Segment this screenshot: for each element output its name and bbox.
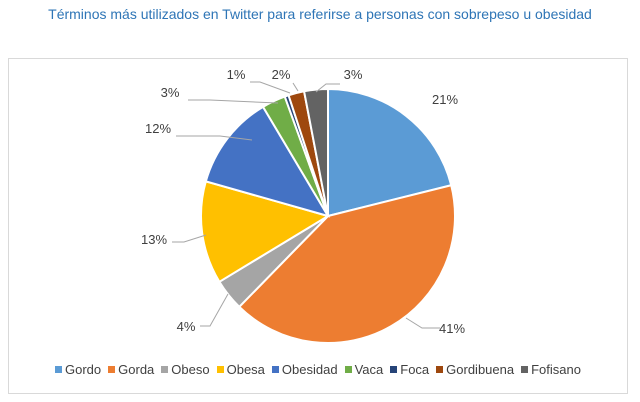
legend-swatch bbox=[108, 366, 116, 373]
legend-label: Vaca bbox=[354, 362, 384, 377]
data-label-fofisano: 2% bbox=[272, 67, 291, 82]
chart-legend: Gordo Gorda Obeso Obesa Obesidad Vaca Foca Gord… bbox=[8, 362, 628, 377]
chart-title: Términos más utilizados en Twitter para … bbox=[48, 6, 592, 22]
data-label-obesidad: 12% bbox=[145, 121, 171, 136]
legend-label: Foca bbox=[400, 362, 430, 377]
legend-label: Gordo bbox=[65, 362, 102, 377]
leader-line-extra bbox=[315, 83, 340, 93]
legend-item-vaca: Vaca bbox=[344, 362, 384, 377]
data-label-obesa: 13% bbox=[141, 232, 167, 247]
legend-item-fofisano: Fofisano bbox=[521, 362, 581, 377]
leader-line-gordibuena bbox=[250, 81, 291, 94]
leader-line-vaca bbox=[188, 99, 279, 104]
pie-slice-obesa bbox=[200, 180, 331, 284]
legend-item-obesa: Obesa bbox=[216, 362, 265, 377]
legend-item-foca: Foca bbox=[390, 362, 429, 377]
data-label-gorda: 41% bbox=[439, 321, 465, 336]
data-label-extra: 3% bbox=[344, 67, 363, 82]
data-label-gordibuena: 1% bbox=[227, 67, 246, 82]
pie-slice-obesidad bbox=[204, 105, 331, 218]
legend-label: Obeso bbox=[171, 362, 210, 377]
pie-slice-fofisano bbox=[302, 87, 329, 217]
pie-slice-gorda bbox=[237, 184, 456, 344]
legend-swatch bbox=[216, 366, 224, 373]
data-label-gordo: 21% bbox=[432, 92, 458, 107]
data-label-obeso: 4% bbox=[177, 319, 196, 334]
legend-swatch bbox=[390, 366, 398, 373]
leader-line-obeso bbox=[200, 293, 229, 327]
legend-swatch bbox=[521, 366, 529, 373]
leader-line-obesa bbox=[172, 234, 207, 243]
legend-label: Obesa bbox=[226, 362, 265, 377]
data-label-vaca: 3% bbox=[161, 85, 180, 100]
leader-line-obesidad bbox=[176, 135, 253, 141]
pie-slice-gordo bbox=[327, 87, 453, 218]
legend-item-gordo: Gordo bbox=[55, 362, 101, 377]
legend-item-obesidad: Obesidad bbox=[271, 362, 338, 377]
legend-item-obeso: Obeso bbox=[161, 362, 210, 377]
legend-item-gordibuena: Gordibuena bbox=[436, 362, 514, 377]
legend-swatch bbox=[271, 366, 279, 373]
legend-swatch bbox=[344, 366, 352, 373]
leader-line-fofisano bbox=[292, 82, 299, 92]
legend-swatch bbox=[436, 366, 444, 373]
legend-label: Gorda bbox=[118, 362, 155, 377]
legend-label: Obesidad bbox=[281, 362, 338, 377]
legend-swatch bbox=[161, 366, 169, 373]
legend-label: Fofisano bbox=[531, 362, 581, 377]
leader-line-gorda bbox=[405, 317, 440, 329]
legend-label: Gordibuena bbox=[446, 362, 515, 377]
legend-item-gorda: Gorda bbox=[108, 362, 154, 377]
legend-swatch bbox=[55, 366, 63, 373]
